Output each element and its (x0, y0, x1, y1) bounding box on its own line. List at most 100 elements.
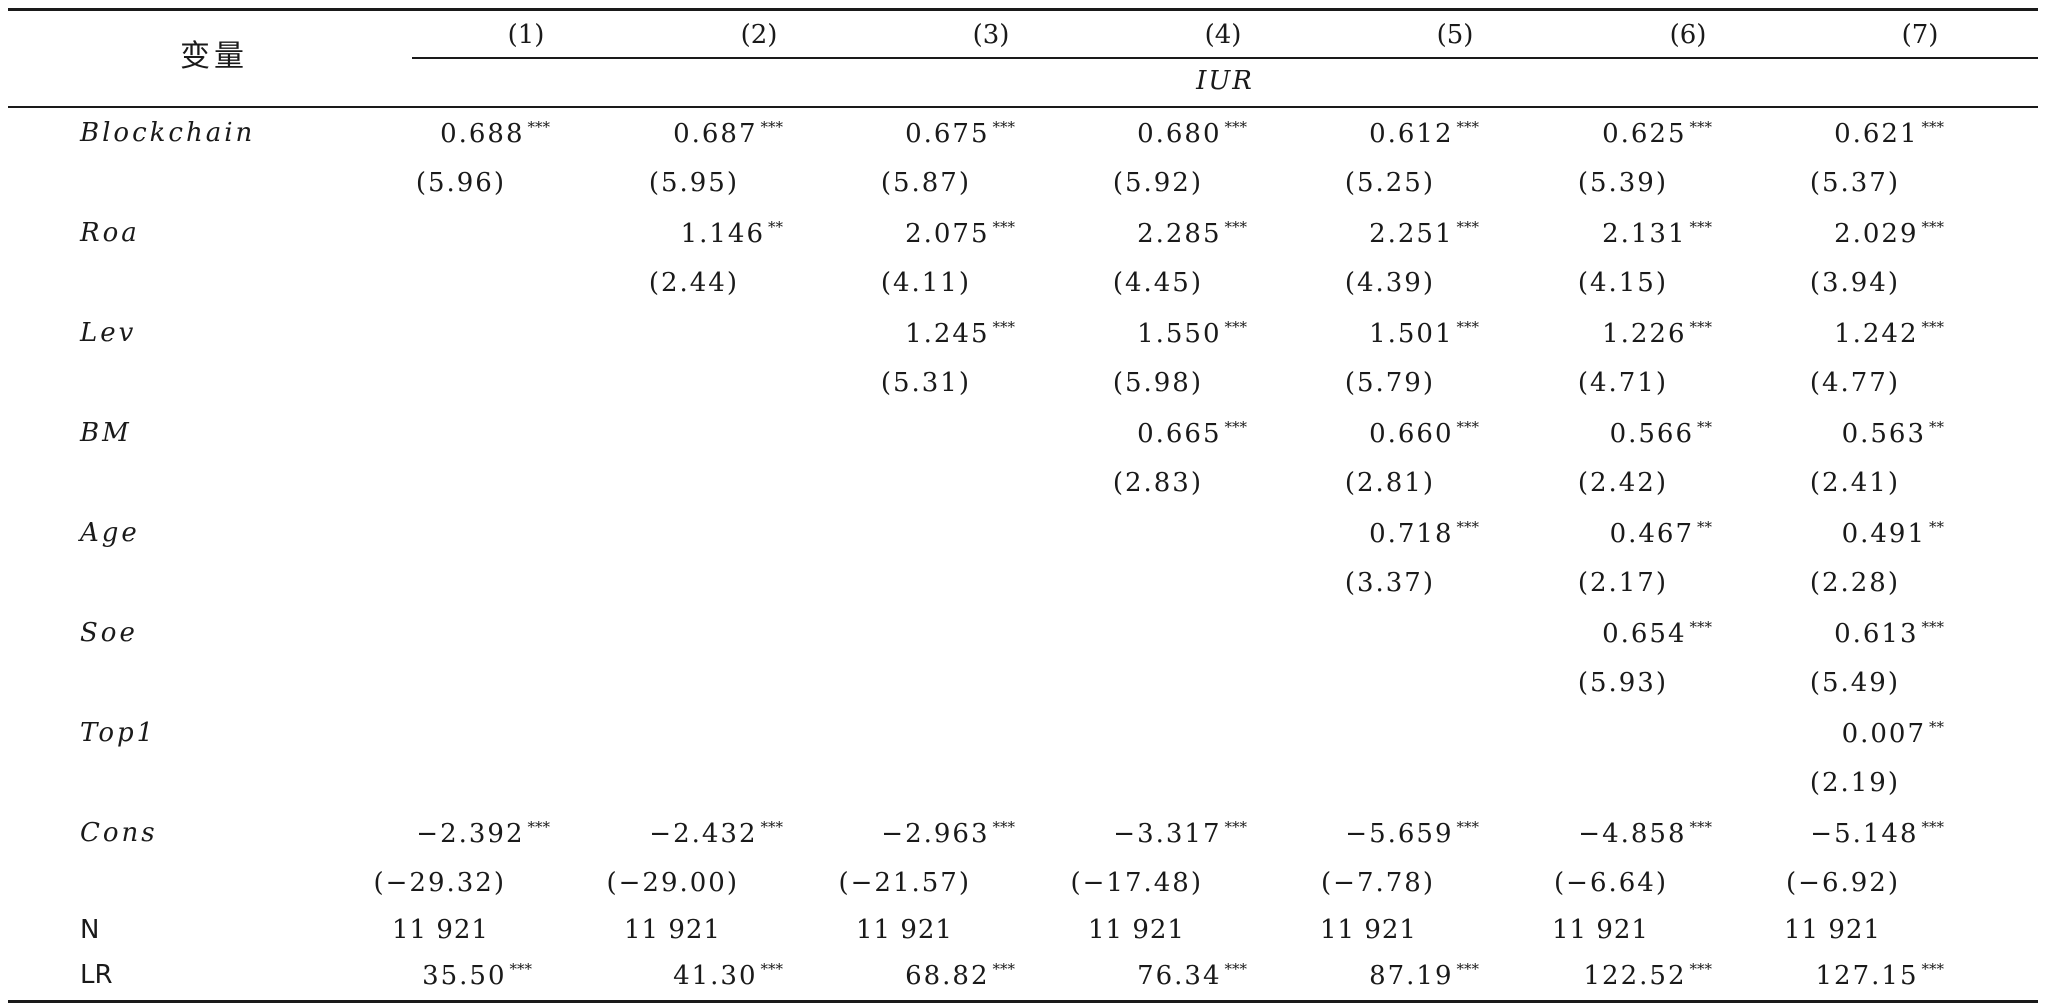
coefficient-value: 0.007 (1841, 719, 1926, 749)
coefficient-cell: 0.491 ** (1704, 519, 1944, 549)
t-statistic-cell: (4.45) (1112, 268, 1203, 298)
coefficient-cell: 1.242 *** (1704, 320, 1944, 348)
coefficient-value: 2.131 (1602, 219, 1687, 249)
significance-stars: *** (509, 960, 533, 978)
coefficient-cell: 2.131 *** (1472, 219, 1712, 249)
t-statistic-cell: (3.94) (1809, 268, 1900, 298)
coefficient-cell: 0.654 *** (1472, 619, 1712, 649)
coefficient-value: −3.317 (1113, 819, 1222, 849)
column-header: (3) (972, 20, 1010, 50)
t-statistic-cell: (5.79) (1344, 368, 1435, 398)
coefficient-cell: −2.432 *** (543, 818, 784, 848)
t-statistic-cell: (5.92) (1112, 168, 1203, 198)
significance-stars: *** (760, 118, 784, 136)
significance-stars: *** (760, 960, 784, 978)
coefficient-value: 0.660 (1369, 419, 1454, 449)
lr-value: 76.34 (1137, 961, 1222, 991)
coefficient-value: 0.718 (1369, 519, 1454, 549)
lr-value: 41.30 (673, 961, 758, 991)
significance-stars: ** (768, 218, 783, 236)
coefficient-value: 0.625 (1602, 119, 1687, 149)
coefficient-cell: 2.029 *** (1704, 220, 1944, 248)
coefficient-value: 2.285 (1137, 219, 1222, 249)
coefficient-value: 0.665 (1137, 419, 1222, 449)
significance-stars: *** (992, 318, 1016, 336)
lr-value-cell: 127.15 *** (1704, 960, 1945, 991)
coefficient-cell: 0.566 ** (1472, 420, 1712, 448)
coefficient-value: 0.612 (1369, 119, 1454, 149)
coefficient-value: −2.392 (416, 819, 525, 849)
row-label: Soe (80, 618, 138, 648)
coefficient-value: 0.688 (440, 119, 525, 149)
coefficient-cell: 0.665 *** (1007, 419, 1247, 449)
significance-stars: ** (1929, 418, 1944, 436)
column-header: (4) (1204, 20, 1242, 50)
row-label: Cons (80, 818, 158, 848)
t-statistic-cell: (2.17) (1577, 568, 1668, 598)
coefficient-value: −5.659 (1345, 819, 1454, 849)
t-statistic-cell: (4.15) (1577, 268, 1668, 298)
t-statistic-cell: (2.28) (1809, 568, 1900, 598)
coefficient-value: 1.226 (1602, 319, 1687, 349)
lr-value-cell: 76.34 *** (1007, 960, 1248, 991)
dependent-variable-header: IUR (1196, 66, 1254, 96)
coefficient-value: 1.245 (905, 319, 990, 349)
t-statistic-cell: (4.71) (1577, 368, 1668, 398)
t-statistic-cell: (2.81) (1344, 468, 1435, 498)
t-statistic-cell: (5.25) (1344, 168, 1435, 198)
t-statistic-cell: (−17.48) (1070, 868, 1203, 898)
lr-value: 127.15 (1815, 961, 1919, 991)
t-statistic-cell: (−29.32) (373, 868, 506, 898)
t-statistic-cell: (2.83) (1112, 468, 1203, 498)
significance-stars: *** (1224, 960, 1248, 978)
coefficient-cell: −5.659 *** (1239, 819, 1479, 849)
significance-stars: *** (1224, 218, 1248, 236)
t-statistic-cell: (5.39) (1577, 168, 1668, 198)
coefficient-value: 0.654 (1602, 619, 1687, 649)
coefficient-value: 0.491 (1841, 519, 1926, 549)
t-statistic-cell: (−21.57) (838, 868, 971, 898)
lr-value-cell: 87.19 *** (1239, 962, 1479, 990)
coefficient-cell: 2.251 *** (1239, 218, 1480, 249)
column-header: (5) (1436, 20, 1474, 50)
lr-label: LR (80, 960, 113, 990)
lr-value: 68.82 (905, 961, 990, 991)
coefficient-cell: 0.613 *** (1704, 620, 1944, 648)
coefficient-value: 2.075 (905, 219, 990, 249)
header-bottom-rule (8, 106, 2038, 108)
significance-stars: *** (992, 118, 1016, 136)
n-value: 11 921 (1320, 915, 1417, 945)
significance-stars: *** (1921, 118, 1945, 136)
column-header: (2) (740, 20, 778, 50)
t-statistic-cell: (5.96) (415, 168, 506, 198)
coefficient-cell: 0.621 *** (1704, 118, 1945, 148)
significance-stars: *** (1456, 218, 1480, 236)
coefficient-value: 2.251 (1369, 219, 1454, 249)
t-statistic-cell: (4.11) (880, 268, 971, 298)
coefficient-cell: 0.563 ** (1704, 418, 1944, 448)
coefficient-cell: −4.858 *** (1472, 820, 1712, 848)
coefficient-cell: 0.718 *** (1239, 519, 1479, 549)
lr-value-cell: 122.52 *** (1472, 962, 1712, 990)
bottom-rule (8, 1000, 2038, 1003)
significance-stars: *** (1224, 118, 1248, 136)
coefficient-value: −5.148 (1810, 819, 1919, 849)
coefficient-value: 0.687 (673, 119, 758, 149)
significance-stars: *** (1224, 818, 1248, 836)
significance-stars: *** (760, 818, 784, 836)
row-label: Roa (80, 218, 140, 248)
column-header: (7) (1901, 20, 1939, 50)
coefficient-cell: 0.612 *** (1239, 119, 1479, 149)
t-statistic-cell: (5.31) (880, 368, 971, 398)
t-statistic-cell: (−6.64) (1554, 868, 1668, 898)
significance-stars: *** (527, 118, 551, 136)
coefficient-cell: 0.467 ** (1472, 520, 1712, 548)
significance-stars: *** (1921, 960, 1945, 978)
row-label: Top1 (80, 718, 157, 748)
coefficient-value: −2.963 (881, 819, 990, 849)
coefficient-value: 1.146 (680, 219, 765, 249)
t-statistic-cell: (4.77) (1809, 368, 1900, 398)
significance-stars: *** (1921, 818, 1945, 836)
t-statistic-cell: (2.19) (1809, 768, 1900, 798)
t-statistic-cell: (4.39) (1344, 268, 1435, 298)
